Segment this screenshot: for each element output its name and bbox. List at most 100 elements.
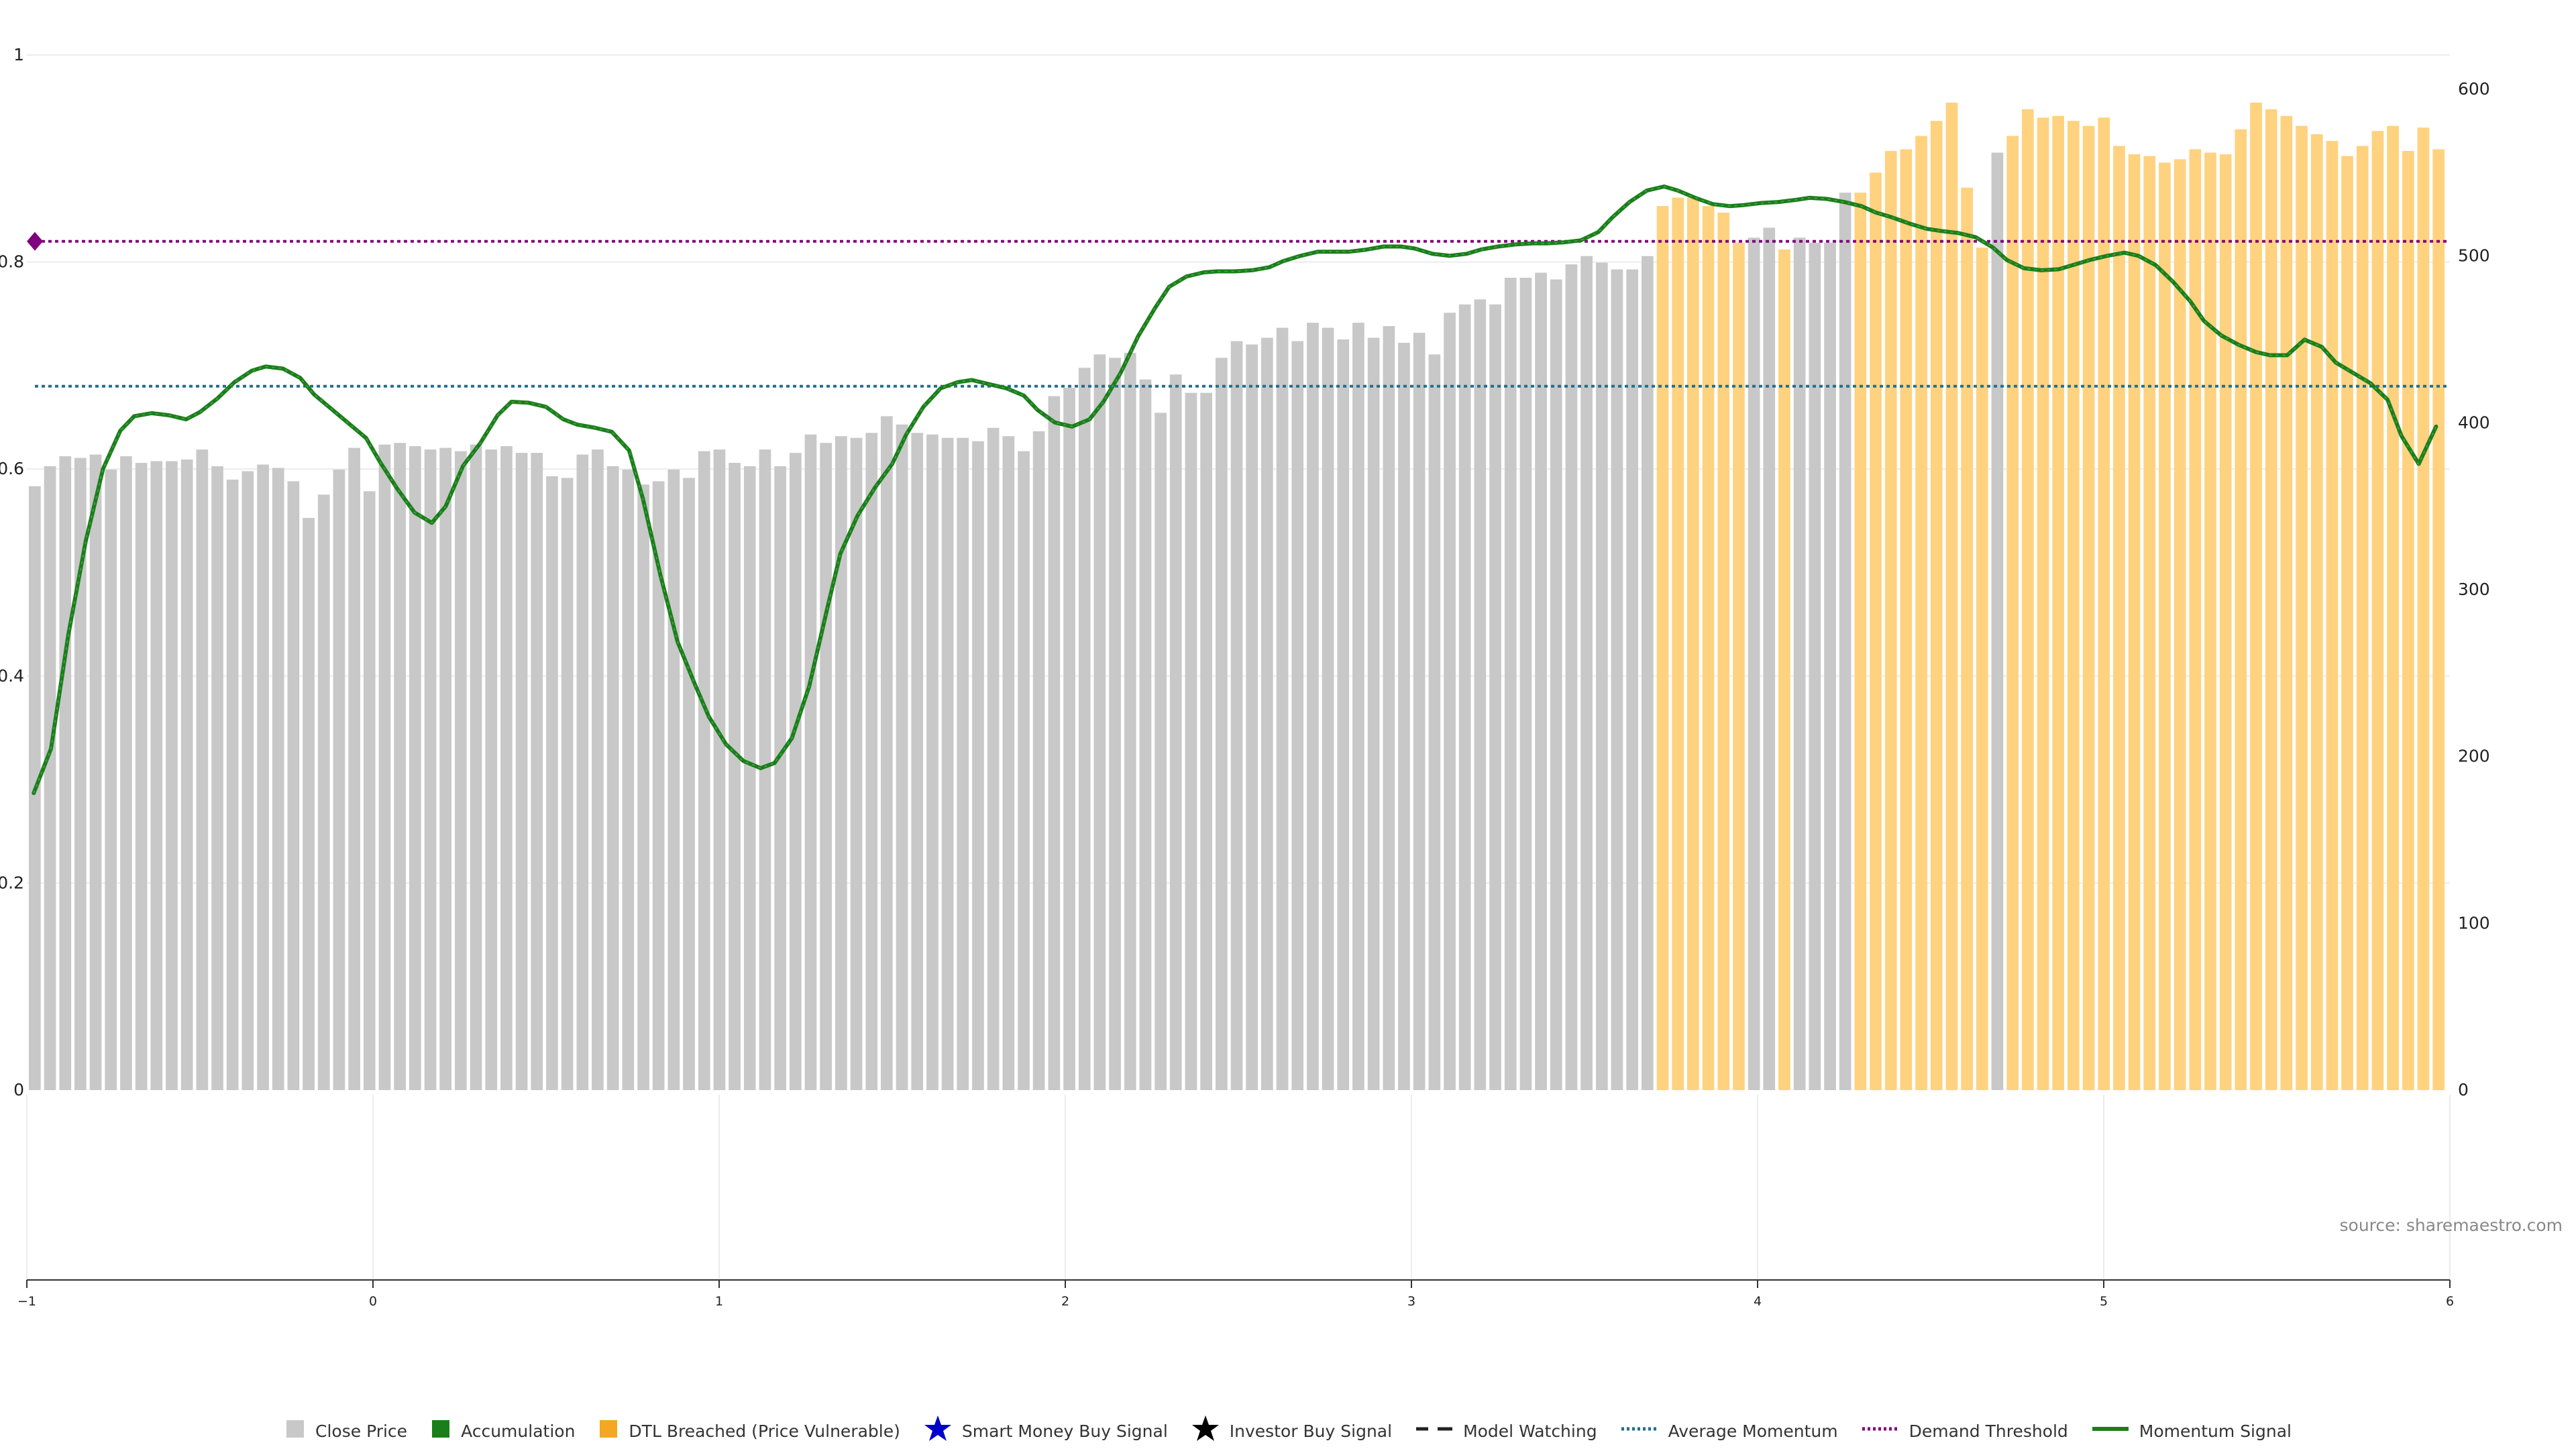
dtl-bar <box>1961 187 1973 1091</box>
legend-item: Close Price <box>284 1418 407 1444</box>
close-price-bar <box>455 451 467 1090</box>
close-price-bar <box>166 461 178 1090</box>
legend-item: Smart Money Buy Signal <box>923 1414 1168 1448</box>
close-price-bar <box>683 478 695 1090</box>
close-price-bar <box>348 447 360 1090</box>
momentum-signal-highlight <box>33 186 2437 794</box>
dtl-bar <box>2417 127 2430 1091</box>
close-price-bar <box>896 424 908 1090</box>
dtl-bar <box>1687 197 1699 1091</box>
dtl-bar <box>1870 172 1882 1090</box>
dtl-bar <box>2006 136 2019 1091</box>
legend-label: Average Momentum <box>1668 1421 1838 1441</box>
right-tick-label: 600 <box>2458 79 2490 99</box>
close-price-bar <box>759 449 771 1090</box>
bar-series <box>29 102 2445 1091</box>
close-price-bar <box>911 433 924 1090</box>
right-tick-label: 100 <box>2458 913 2490 932</box>
close-price-bar <box>729 463 741 1090</box>
close-price-bar <box>1261 337 1273 1090</box>
dtl-bar <box>1733 242 1745 1090</box>
close-price-bar <box>1337 339 1350 1090</box>
dtl-bar <box>2432 149 2445 1090</box>
legend-line-marker <box>2091 1418 2130 1444</box>
close-price-bar <box>317 494 330 1090</box>
close-price-bar <box>546 476 558 1090</box>
close-price-bar <box>1413 333 1426 1091</box>
close-price-bar <box>1078 368 1091 1090</box>
x-tick-label: −1 <box>17 1294 36 1309</box>
right-tick-label: 400 <box>2458 413 2490 432</box>
legend-label: Close Price <box>315 1421 408 1441</box>
close-price-bar <box>774 466 786 1090</box>
dtl-bar <box>2280 115 2293 1090</box>
legend-label: Smart Money Buy Signal <box>961 1421 1168 1441</box>
close-price-bar <box>1580 256 1593 1091</box>
close-price-bar <box>743 466 756 1090</box>
legend-star-marker <box>923 1414 953 1448</box>
left-tick-label: 0.4 <box>0 666 24 686</box>
right-tick-label: 200 <box>2458 747 2490 766</box>
dtl-bar <box>2235 129 2247 1091</box>
legend-square-marker <box>598 1418 619 1444</box>
legend-star-marker <box>1191 1414 1220 1448</box>
close-price-bar <box>1504 278 1517 1090</box>
dtl-bar <box>1672 197 1684 1091</box>
dtl-bar <box>1900 149 1913 1090</box>
close-price-bar <box>1352 323 1364 1091</box>
x-tick-label: 6 <box>2446 1294 2454 1309</box>
close-price-bar <box>1596 262 1608 1091</box>
close-price-bar <box>1139 379 1152 1091</box>
close-price-bar <box>972 441 984 1090</box>
close-price-bar <box>1748 237 1760 1090</box>
dtl-bar <box>2387 125 2399 1091</box>
dtl-bar <box>2356 146 2369 1090</box>
legend-label: Accumulation <box>461 1421 576 1441</box>
dtl-bar <box>2128 154 2141 1090</box>
close-price-bar <box>470 444 482 1090</box>
x-tick-label: 2 <box>1061 1294 1069 1309</box>
dtl-bar <box>1930 121 1943 1091</box>
close-price-bar <box>820 443 832 1090</box>
close-price-bar <box>1565 264 1578 1091</box>
dtl-bar <box>2310 134 2323 1091</box>
dtl-bar <box>1778 249 1790 1091</box>
close-price-bar <box>1519 278 1532 1090</box>
legend-item: Investor Buy Signal <box>1191 1414 1392 1448</box>
close-price-bar <box>1550 279 1562 1090</box>
chart-legend: Close Price Accumulation DTL Breached (Pri… <box>0 1414 2576 1448</box>
dtl-bar <box>2189 149 2202 1090</box>
close-price-bar <box>272 468 284 1090</box>
close-price-bar <box>1474 299 1487 1090</box>
dtl-bar <box>2143 156 2156 1090</box>
momentum-series <box>32 184 2438 796</box>
close-price-bar <box>713 449 726 1090</box>
legend-item: Demand Threshold <box>1861 1418 2068 1444</box>
dtl-bar <box>2174 159 2186 1090</box>
close-price-bar <box>637 484 649 1090</box>
close-price-bar <box>44 466 56 1090</box>
legend-item: Accumulation <box>430 1418 575 1444</box>
close-price-bar <box>394 443 406 1090</box>
left-tick-label: 0.6 <box>0 459 24 478</box>
close-price-bar <box>652 481 665 1090</box>
dtl-bar <box>1854 193 1867 1091</box>
dtl-bar <box>1702 206 1715 1091</box>
close-price-bar <box>561 478 574 1090</box>
close-price-bar <box>881 416 893 1090</box>
close-price-bar <box>1230 341 1243 1090</box>
close-price-bar <box>1458 304 1471 1090</box>
close-price-bar <box>667 470 680 1090</box>
close-price-bar <box>1032 431 1045 1090</box>
close-price-bar <box>1246 344 1258 1090</box>
close-price-bar <box>957 437 969 1090</box>
close-price-bar <box>698 451 710 1090</box>
close-price-bar <box>74 458 87 1090</box>
dtl-bar <box>2204 152 2216 1090</box>
dtl-bar <box>2402 151 2414 1090</box>
close-price-bar <box>622 470 635 1090</box>
legend-square-marker <box>284 1418 306 1444</box>
dtl-bar <box>1656 206 1669 1091</box>
close-price-bar <box>1367 337 1380 1090</box>
close-price-bar <box>1155 413 1167 1090</box>
